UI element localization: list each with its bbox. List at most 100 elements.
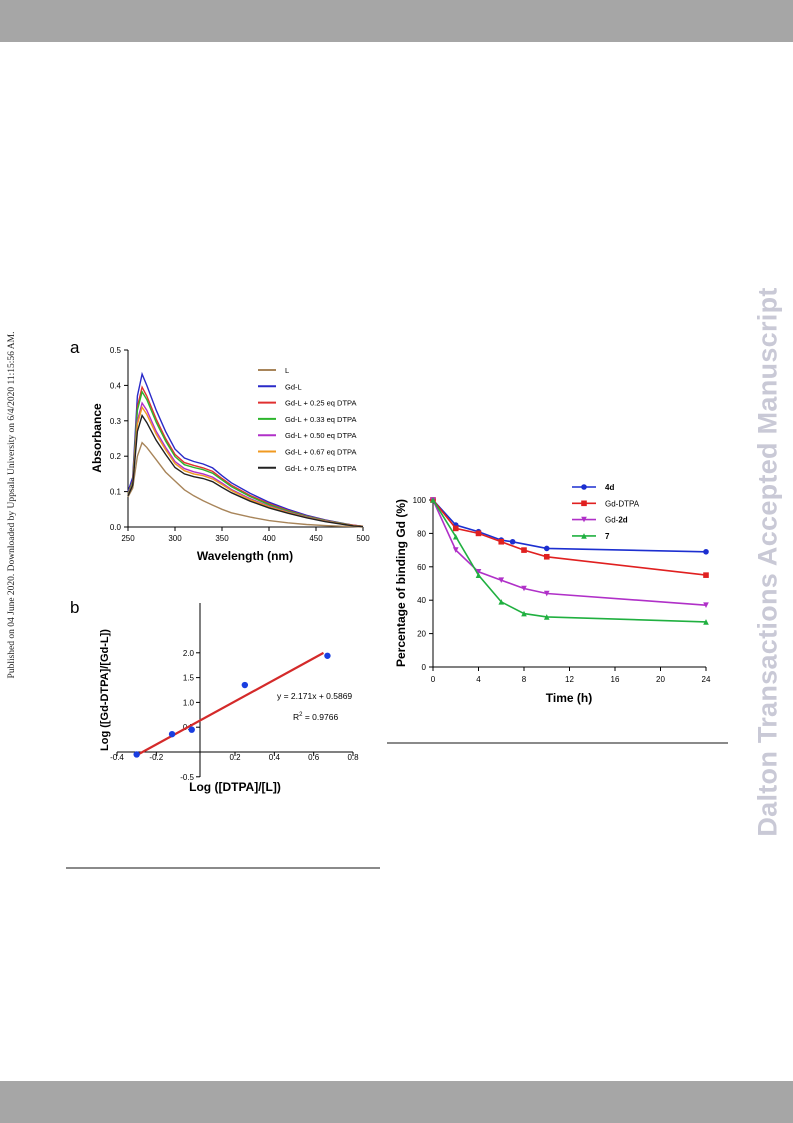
data-point	[168, 730, 176, 738]
y-tick-label: 0.1	[110, 488, 122, 497]
y-tick-label: 0.5	[110, 346, 122, 355]
y-tick-label: 20	[417, 630, 426, 639]
legend-label: 7	[605, 532, 610, 541]
x-tick-label: 450	[309, 534, 323, 543]
legend-label: Gd-L	[285, 382, 302, 391]
legend-label: Gd-L + 0.33 eq DTPA	[285, 415, 357, 424]
series-line	[432, 499, 707, 553]
data-point	[324, 652, 331, 659]
data-point	[581, 533, 587, 539]
data-point	[543, 545, 550, 552]
data-point	[452, 525, 459, 532]
data-point	[581, 484, 587, 490]
series-line	[127, 413, 364, 528]
y-tick-label: 60	[417, 563, 426, 572]
x-tick-label: 400	[262, 534, 276, 543]
x-tick-label: 0.8	[347, 753, 359, 762]
bottom-band	[0, 1081, 793, 1123]
legend-label-bold: 2d	[618, 516, 627, 525]
legend-label-prefix: Gd-	[605, 516, 619, 525]
y-tick-label: 0.2	[110, 452, 122, 461]
x-tick-label: 0.4	[269, 753, 281, 762]
y-tick-label: -0.5	[180, 773, 194, 782]
legend-label: Gd-L + 0.25 eq DTPA	[285, 399, 357, 408]
data-point	[498, 538, 505, 545]
data-point	[509, 538, 516, 545]
series-line	[127, 385, 364, 527]
panel-label-b: b	[70, 598, 80, 617]
series-line	[432, 499, 707, 576]
y-tick-label: 0.4	[110, 381, 122, 390]
x-tick-label: 8	[522, 675, 527, 684]
data-point	[498, 577, 505, 583]
data-point	[498, 599, 505, 605]
data-point	[521, 610, 527, 617]
chart-b-x-label: Log ([DTPA]/[L])	[189, 780, 281, 794]
panel-label-a: a	[70, 338, 80, 357]
data-point	[543, 553, 550, 560]
data-point	[543, 590, 550, 597]
fit-line	[138, 651, 325, 756]
chart-a-x-label: Wavelength (nm)	[197, 549, 293, 563]
x-tick-label: -0.4	[110, 753, 124, 762]
x-tick-label: 24	[702, 675, 711, 684]
data-point	[581, 500, 587, 507]
y-tick-label: 0.0	[110, 523, 122, 532]
legend-label: 4d	[605, 483, 614, 492]
fit-equation: y = 2.171x + 0.5869	[277, 691, 352, 701]
x-tick-label: 0	[431, 675, 436, 684]
data-point	[703, 548, 709, 555]
x-tick-label: 0.2	[229, 753, 241, 762]
log-fit-chart: -0.4-0.20.20.40.60.8-0.50.51.01.52.0 y =…	[99, 603, 359, 794]
chart-a-y-label: Absorbance	[90, 403, 104, 473]
chart-b-y-label: Log ([Gd-DTPA]/[Gd-L])	[99, 629, 111, 751]
y-tick-label: 1.5	[183, 674, 195, 683]
legend-label: Gd-L + 0.75 eq DTPA	[285, 464, 357, 473]
x-tick-label: 300	[168, 534, 182, 543]
series-line	[432, 499, 707, 606]
legend-label: Gd-L + 0.50 eq DTPA	[285, 431, 357, 440]
data-point	[475, 572, 482, 578]
data-point	[703, 572, 709, 578]
divider-left	[66, 867, 380, 869]
x-tick-label: 0.6	[308, 753, 320, 762]
series-line	[127, 390, 364, 527]
x-tick-label: 12	[565, 675, 574, 684]
fit-r-squared: R2 = 0.9766	[293, 712, 338, 722]
data-point	[475, 530, 482, 537]
y-tick-label: 80	[417, 529, 426, 538]
chart-c-y-label: Percentage of binding Gd (%)	[394, 499, 408, 667]
legend-label: Gd-L + 0.67 eq DTPA	[285, 448, 357, 457]
data-point	[703, 619, 709, 625]
data-point	[430, 497, 436, 503]
legend-label: Gd-DTPA	[605, 499, 640, 508]
data-point	[521, 585, 527, 592]
series-line	[432, 499, 707, 623]
data-point	[452, 547, 459, 553]
y-tick-label: 100	[413, 496, 427, 505]
x-tick-label: -0.2	[149, 753, 163, 762]
data-point	[241, 681, 249, 689]
absorbance-chart: 250 300 350 400 450 500 0.0 0.1 0.2 0.3 0.4 0.5 L Gd…	[90, 346, 370, 563]
data-point	[521, 547, 527, 553]
legend-label: Gd-2d	[605, 516, 628, 525]
legend-label: L	[285, 366, 289, 375]
y-tick-label: 0.3	[110, 417, 122, 426]
data-point	[475, 569, 482, 575]
data-point	[703, 602, 709, 609]
series-line	[127, 441, 364, 528]
x-tick-label: 500	[356, 534, 370, 543]
y-tick-label: 1.0	[183, 698, 195, 707]
x-tick-label: 4	[476, 675, 481, 684]
y-tick-label: 0	[422, 663, 427, 672]
data-point	[543, 614, 550, 620]
x-tick-label: 20	[656, 675, 665, 684]
y-tick-label: 40	[417, 596, 426, 605]
top-band	[0, 0, 793, 42]
y-tick-label: 2.0	[183, 649, 195, 658]
data-point	[133, 751, 140, 758]
chart-c-x-label: Time (h)	[546, 691, 592, 705]
x-tick-label: 350	[215, 534, 229, 543]
